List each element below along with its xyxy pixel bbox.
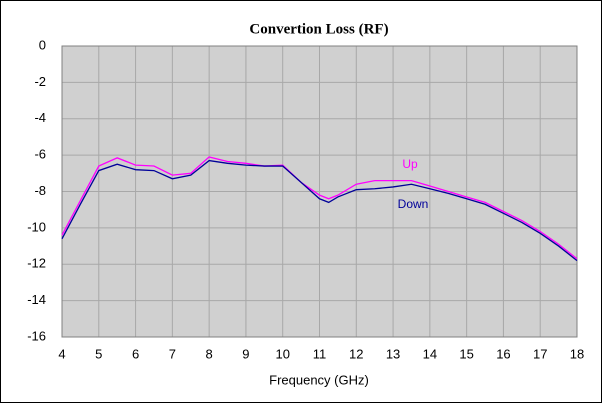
x-tick-label: 6	[132, 346, 139, 361]
series-label: Up	[402, 157, 418, 171]
y-tick-label: -12	[27, 256, 46, 271]
x-tick-label: 11	[313, 346, 327, 361]
y-tick-label: -16	[27, 328, 46, 343]
y-tick-label: -4	[34, 110, 46, 125]
x-tick-label: 15	[459, 346, 473, 361]
x-tick-label: 5	[95, 346, 102, 361]
series-label: Down	[398, 197, 429, 211]
x-tick-label: 13	[386, 346, 400, 361]
y-tick-label: -6	[34, 147, 46, 162]
x-tick-label: 8	[206, 346, 213, 361]
y-tick-label: -14	[27, 292, 46, 307]
y-tick-label: -8	[34, 183, 46, 198]
plot-border	[61, 45, 578, 338]
data-line	[61, 156, 578, 260]
x-tick-label: 7	[169, 346, 176, 361]
x-axis-label: Frequency (GHz)	[269, 372, 369, 387]
chart-title: Convertion Loss (RF)	[249, 21, 388, 37]
y-tick-label: -2	[34, 74, 46, 89]
data-line	[61, 159, 578, 262]
x-tick-label: 12	[349, 346, 363, 361]
x-tick-label: 9	[242, 346, 249, 361]
x-tick-label: 16	[496, 346, 510, 361]
y-tick-label: 0	[39, 37, 46, 52]
x-tick-label: 17	[533, 346, 547, 361]
x-tick-label: 4	[58, 346, 65, 361]
x-tick-label: 10	[275, 346, 289, 361]
y-tick-label: -10	[27, 219, 46, 234]
x-tick-label: 18	[570, 346, 584, 361]
x-tick-label: 14	[423, 346, 437, 361]
